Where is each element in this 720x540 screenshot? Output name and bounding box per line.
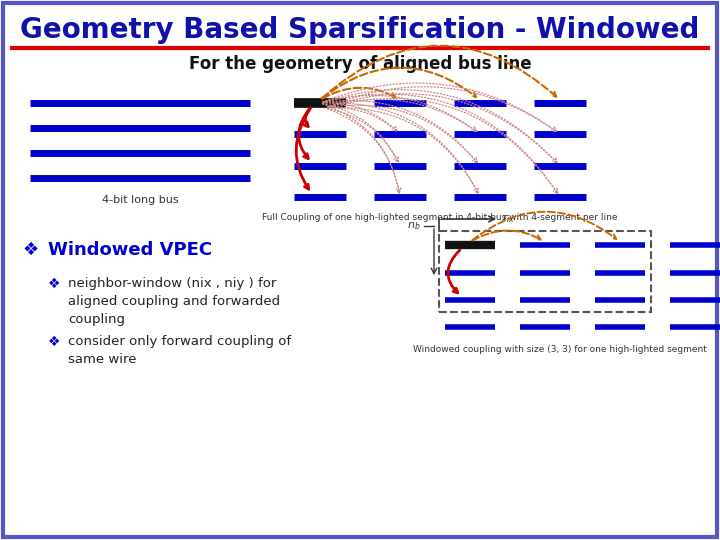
Text: neighbor-window (nix , niy ) for
aligned coupling and forwarded
coupling: neighbor-window (nix , niy ) for aligned…: [68, 277, 280, 326]
Text: ❖: ❖: [22, 241, 38, 259]
Text: For the geometry of aligned bus line: For the geometry of aligned bus line: [189, 55, 531, 73]
Text: Full Coupling of one high-lighted segment in 4-bit bus with 4-segment per line: Full Coupling of one high-lighted segmen…: [262, 213, 618, 222]
Text: Windowed coupling with size (3, 3) for one high-lighted segment: Windowed coupling with size (3, 3) for o…: [413, 345, 707, 354]
Text: 4-bit long bus: 4-bit long bus: [102, 195, 179, 205]
Bar: [439, 231, 651, 312]
Text: Windowed VPEC: Windowed VPEC: [48, 241, 212, 259]
Text: $n_b$: $n_b$: [408, 220, 421, 232]
Text: $r_{ix}$: $r_{ix}$: [502, 213, 516, 225]
Text: consider only forward coupling of
same wire: consider only forward coupling of same w…: [68, 335, 291, 366]
Text: Geometry Based Sparsification - Windowed: Geometry Based Sparsification - Windowed: [20, 16, 700, 44]
Text: ❖: ❖: [48, 277, 60, 291]
Text: ❖: ❖: [48, 335, 60, 349]
